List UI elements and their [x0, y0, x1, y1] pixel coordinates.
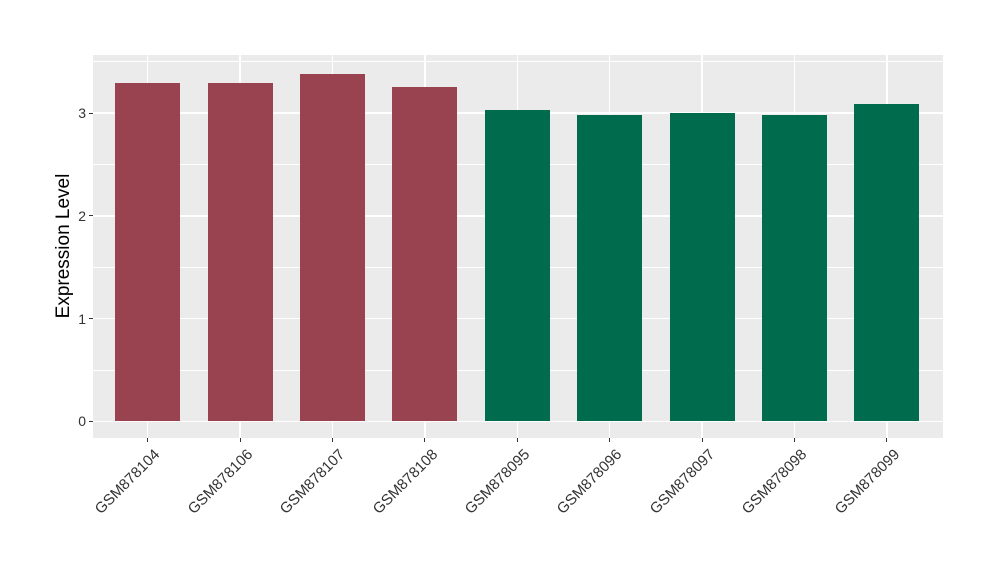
bar-GSM878106 [207, 83, 273, 422]
bar-GSM878099 [854, 103, 920, 422]
x-tick-mark [424, 438, 426, 442]
plot-panel [93, 55, 943, 438]
y-tick-mark [89, 112, 93, 114]
bar-GSM878107 [300, 73, 365, 422]
x-tick-label: GSM878095 [461, 446, 534, 518]
y-tick-label: 3 [78, 105, 86, 121]
x-tick-label: GSM878098 [738, 446, 811, 518]
bar-GSM878095 [484, 109, 550, 422]
x-tick-mark [516, 438, 518, 442]
x-tick-label: GSM878107 [276, 446, 349, 518]
x-tick-label: GSM878108 [369, 446, 441, 518]
bar-GSM878098 [762, 115, 827, 422]
x-tick-label: GSM878096 [554, 446, 626, 518]
bar-GSM878096 [577, 115, 643, 422]
x-tick-mark [609, 438, 611, 442]
x-tick-label: GSM878106 [184, 446, 257, 518]
x-tick-label: GSM878104 [92, 446, 164, 518]
x-tick-mark [147, 438, 149, 442]
x-tick-mark [332, 438, 333, 442]
x-tick-mark [239, 438, 241, 442]
bar-GSM878108 [392, 87, 458, 422]
bar-GSM878104 [115, 83, 181, 422]
y-axis-title: Expression Level [53, 173, 74, 319]
y-tick-label: 0 [78, 413, 86, 430]
bar-GSM878097 [669, 113, 735, 422]
y-tick-mark [89, 215, 93, 217]
x-tick-label: GSM878099 [831, 446, 903, 518]
y-tick-mark [89, 420, 93, 422]
y-tick-label: 1 [78, 310, 86, 327]
x-tick-mark [794, 438, 795, 442]
y-tick-label: 2 [78, 207, 86, 224]
x-tick-mark [701, 438, 703, 442]
x-tick-mark [886, 438, 888, 442]
y-tick-mark [89, 318, 93, 320]
x-tick-label: GSM878097 [646, 446, 719, 518]
